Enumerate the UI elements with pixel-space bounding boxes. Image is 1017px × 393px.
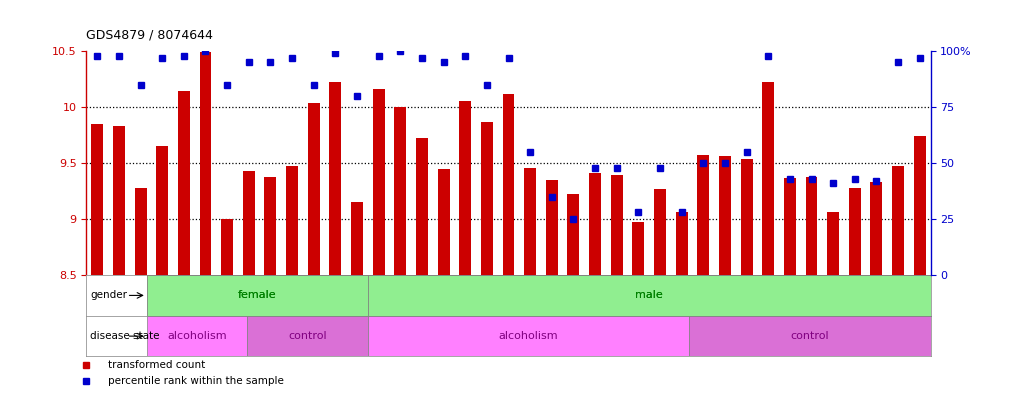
- Bar: [416, 138, 428, 275]
- Text: female: female: [238, 290, 277, 300]
- Text: control: control: [288, 331, 326, 341]
- Bar: [805, 176, 818, 275]
- Text: disease state: disease state: [91, 331, 160, 341]
- Bar: [330, 83, 342, 275]
- Bar: [134, 188, 146, 275]
- Text: male: male: [636, 290, 663, 300]
- Bar: [763, 83, 774, 275]
- Bar: [308, 103, 319, 275]
- Bar: [286, 166, 298, 275]
- Bar: [395, 107, 406, 275]
- Bar: [675, 212, 687, 275]
- Bar: [633, 222, 645, 275]
- Text: alcoholism: alcoholism: [167, 331, 227, 341]
- Bar: [92, 124, 103, 275]
- Text: GDS4879 / 8074644: GDS4879 / 8074644: [86, 28, 214, 41]
- Bar: [654, 189, 666, 275]
- Bar: [264, 176, 277, 275]
- Bar: [546, 180, 557, 275]
- Bar: [113, 126, 125, 275]
- Bar: [740, 159, 753, 275]
- Bar: [368, 275, 931, 316]
- Bar: [698, 155, 709, 275]
- Bar: [146, 275, 368, 316]
- Bar: [611, 175, 622, 275]
- Text: female: female: [238, 290, 277, 300]
- Bar: [351, 202, 363, 275]
- Bar: [221, 219, 233, 275]
- Text: control: control: [790, 331, 829, 341]
- Bar: [146, 316, 247, 356]
- Bar: [247, 316, 368, 356]
- Bar: [243, 171, 254, 275]
- Bar: [892, 166, 904, 275]
- Bar: [460, 101, 471, 275]
- Bar: [372, 89, 384, 275]
- Bar: [690, 316, 931, 356]
- Bar: [146, 275, 368, 316]
- Text: alcoholism: alcoholism: [498, 331, 558, 341]
- Bar: [524, 167, 536, 275]
- Bar: [871, 182, 883, 275]
- Bar: [157, 146, 168, 275]
- Bar: [368, 275, 931, 316]
- Bar: [589, 173, 601, 275]
- Bar: [437, 169, 450, 275]
- Bar: [719, 156, 731, 275]
- Bar: [199, 52, 212, 275]
- Bar: [914, 136, 925, 275]
- Bar: [481, 122, 493, 275]
- Bar: [502, 94, 515, 275]
- Text: percentile rank within the sample: percentile rank within the sample: [108, 376, 284, 386]
- Bar: [784, 178, 796, 275]
- Bar: [849, 188, 860, 275]
- Bar: [567, 195, 580, 275]
- Bar: [368, 316, 690, 356]
- Text: transformed count: transformed count: [108, 360, 204, 370]
- Bar: [827, 212, 839, 275]
- Bar: [178, 92, 190, 275]
- Text: male: male: [636, 290, 663, 300]
- Text: gender: gender: [91, 290, 127, 300]
